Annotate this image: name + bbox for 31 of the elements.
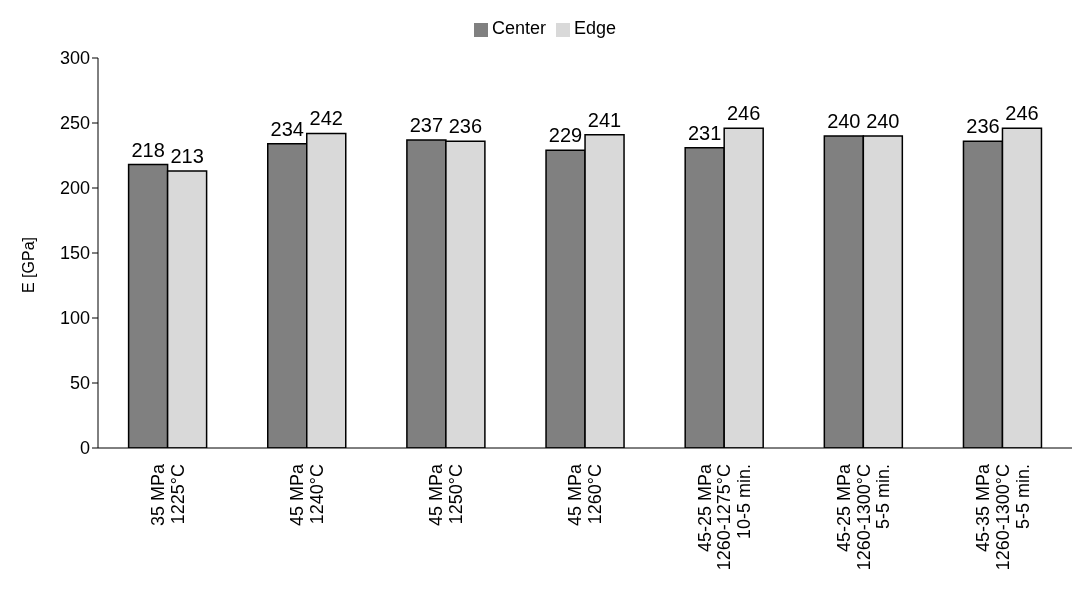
data-label: 231 [688,121,722,144]
x-tick-label: 45 MPa 1250°C [426,463,467,527]
x-tick-label: 35 MPa 1225°C [147,463,188,527]
y-tick-label: 250 [59,113,90,134]
data-label: 234 [270,117,304,140]
x-tick-label: 45 MPa 1240°C [287,463,327,527]
data-label: 237 [409,113,444,136]
data-label: 236 [966,115,1000,138]
data-label: 241 [587,108,622,131]
x-tick-label: 45 MPa 1260°C [565,463,606,527]
x-tick-label: 45-25 MPa 1260-1300°C 5-5 min. [833,463,894,571]
legend-label: Center [491,18,546,38]
x-tick-label: 45-35 MPa 1260-1300°C 5-5 min. [972,463,1033,571]
y-axis-title: E [GPa] [19,236,37,293]
data-label: 240 [866,110,900,132]
data-label: 229 [548,124,583,147]
data-label: 213 [170,145,204,168]
x-tick-label: 45-25 MPa 1260-1275°C 10-5 min. [694,463,755,571]
data-label: 246 [1005,102,1039,125]
data-label: 236 [448,115,483,138]
data-label: 246 [727,102,761,125]
y-tick-label: 200 [59,178,90,199]
y-tick-label: 150 [59,243,90,264]
y-tick-label: 50 [69,373,90,394]
data-label: 240 [827,110,861,132]
data-label: 218 [131,138,165,161]
y-tick-label: 0 [79,438,90,459]
y-tick-label: 100 [59,308,90,329]
data-label: 242 [309,107,343,130]
y-tick-label: 300 [59,48,90,69]
legend-label: Edge [573,18,617,38]
